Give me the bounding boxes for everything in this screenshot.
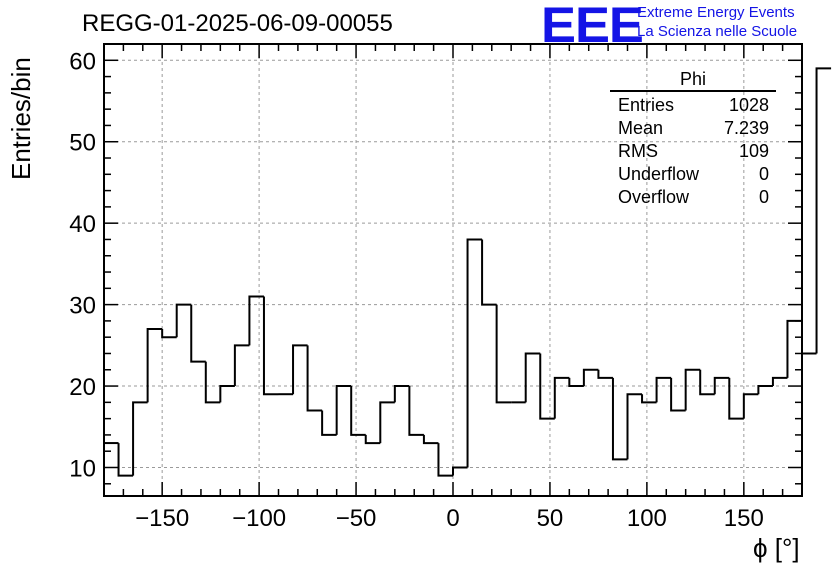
- chart-title: REGG-01-2025-06-09-00055: [82, 10, 393, 37]
- histogram-bin: [771, 376, 788, 387]
- tick-labels: −150 −100 −50 0 50 100 150 10 20 30 40 50 60: [69, 48, 764, 532]
- histogram-bin: [393, 385, 410, 403]
- histogram-bin: [757, 385, 773, 395]
- stats-title: Phi: [610, 68, 776, 92]
- stats-row-overflow: Overflow 0: [610, 186, 776, 209]
- stats-label: RMS: [618, 141, 658, 161]
- x-tick-label: 0: [446, 505, 459, 532]
- logo-caption-line1: Extreme Energy Events: [637, 4, 795, 21]
- stats-value: 0: [758, 164, 769, 184]
- histogram-bin: [204, 361, 221, 404]
- stats-label: Entries: [618, 95, 675, 115]
- x-tick-label: 50: [537, 505, 564, 532]
- histogram-bin: [582, 368, 599, 387]
- histogram-bin: [190, 304, 206, 363]
- histogram-bin: [539, 353, 555, 420]
- histogram-bin: [641, 394, 657, 404]
- y-axis-label: Entries/bin: [6, 57, 36, 180]
- stats-label: Overflow: [618, 187, 690, 207]
- histogram-bin: [801, 320, 817, 355]
- histogram-bin: [422, 434, 439, 445]
- logo-caption: Extreme Energy Events La Scienza nelle S…: [637, 3, 797, 41]
- stats-value: 109: [738, 141, 769, 161]
- histogram-bars: [104, 67, 832, 477]
- stats-row-rms: RMS 109: [610, 140, 776, 163]
- histogram-bin: [742, 393, 759, 419]
- y-tick-label: 50: [69, 130, 96, 157]
- y-tick-label: 40: [69, 211, 96, 238]
- histogram-bin: [670, 377, 686, 412]
- histogram-bin: [481, 239, 497, 306]
- histogram-bin: [655, 376, 672, 403]
- stats-box: Phi Entries 1028 Mean 7.239 RMS 109 Underflow 0…: [610, 68, 776, 209]
- x-tick-label: −150: [135, 505, 189, 532]
- histogram-bin: [568, 377, 584, 388]
- stats-label: Underflow: [618, 164, 700, 184]
- y-tick-label: 60: [69, 48, 96, 75]
- y-tick-label: 10: [69, 455, 96, 482]
- histogram-bin: [132, 401, 148, 476]
- histogram-bin: [364, 434, 381, 445]
- x-tick-label: 100: [627, 505, 667, 532]
- histogram-bin: [611, 377, 628, 461]
- histogram-bin: [815, 67, 832, 354]
- histogram-bin: [553, 376, 570, 419]
- histogram-bin: [713, 376, 730, 395]
- histogram-bin: [379, 401, 395, 444]
- logo-caption-line2: La Scienza nelle Scuole: [637, 23, 798, 40]
- histogram-bin: [495, 304, 512, 404]
- histogram-bin: [233, 344, 250, 387]
- histogram-bin: [597, 369, 613, 379]
- stats-rows: Entries 1028 Mean 7.239 RMS 109 Underflow 0 Over…: [610, 94, 776, 209]
- axes: [103, 43, 803, 497]
- histogram-bin: [350, 386, 366, 436]
- stats-row-underflow: Underflow 0: [610, 163, 776, 186]
- stats-row-mean: Mean 7.239: [610, 117, 776, 140]
- histogram-bin: [175, 303, 192, 338]
- x-tick-label: 150: [724, 505, 764, 532]
- histogram-bin: [524, 352, 541, 403]
- x-axis-label: ϕ [°]: [753, 533, 800, 563]
- y-tick-label: 30: [69, 293, 96, 320]
- stats-row-entries: Entries 1028: [610, 94, 776, 117]
- histogram-bin: [466, 238, 483, 468]
- histogram-bin: [292, 344, 308, 395]
- histogram-bin: [219, 385, 235, 403]
- histogram-bin: [335, 385, 352, 435]
- eee-logo: EEE: [541, 0, 644, 53]
- x-tick-label: −50: [336, 505, 377, 532]
- histogram-bin: [146, 328, 163, 403]
- histogram-bin: [248, 295, 264, 346]
- histogram-bin: [306, 345, 323, 412]
- stats-label: Mean: [618, 118, 664, 138]
- histogram-bin: [321, 410, 337, 436]
- stats-value: 1028: [728, 95, 769, 115]
- histogram-bin: [626, 393, 643, 460]
- histogram-bin: [408, 386, 424, 436]
- histogram-bin: [452, 466, 468, 476]
- histogram-bin: [117, 443, 134, 477]
- histogram-bin: [437, 443, 453, 477]
- histogram-bin: [728, 377, 744, 420]
- histogram-bin: [262, 296, 279, 396]
- stats-value: 0: [758, 187, 769, 207]
- y-tick-label: 20: [69, 374, 96, 401]
- x-tick-label: −100: [232, 505, 286, 532]
- histogram-bin: [684, 368, 701, 411]
- histogram-bin: [699, 369, 715, 396]
- histogram-bin: [161, 329, 177, 339]
- stats-value: 7.239: [723, 118, 769, 138]
